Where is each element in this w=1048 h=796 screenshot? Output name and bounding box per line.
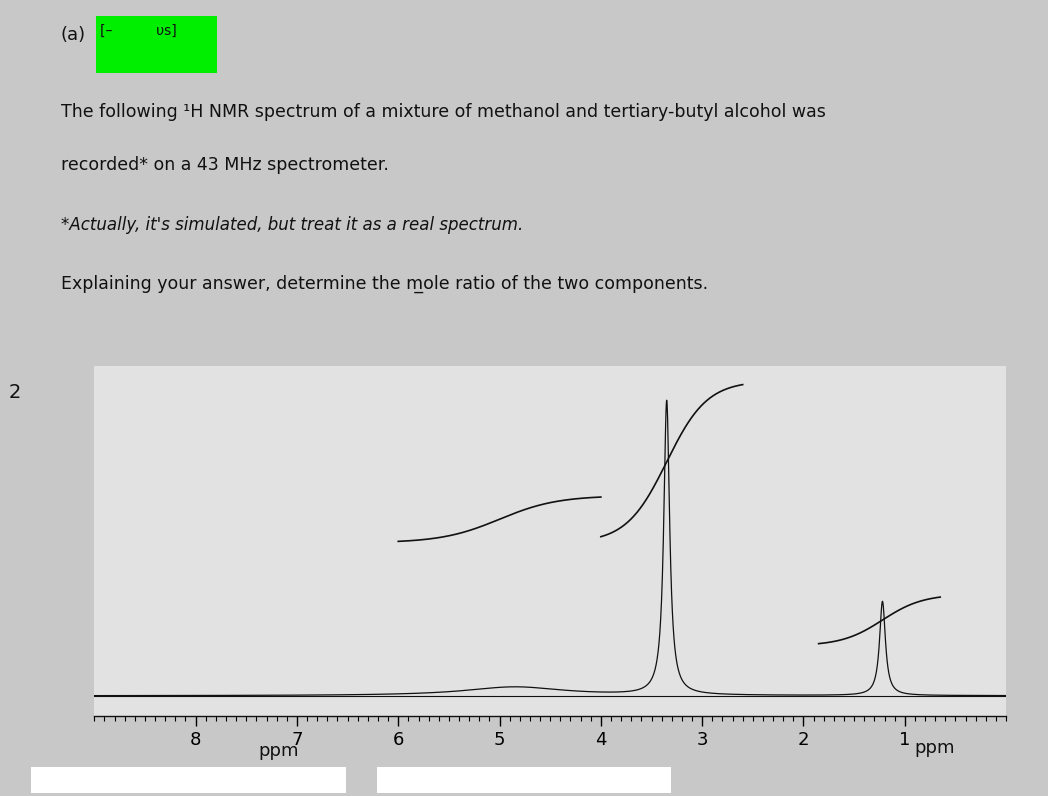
Text: Explaining your answer, determine the m̲ole ratio of the two components.: Explaining your answer, determine the m̲…	[61, 275, 707, 293]
Bar	[31, 767, 346, 794]
Text: recorded* on a 43 MHz spectrometer.: recorded* on a 43 MHz spectrometer.	[61, 155, 389, 174]
Text: ppm: ppm	[914, 739, 955, 757]
Text: 2: 2	[8, 383, 21, 402]
Text: [–          υs]: [– υs]	[100, 24, 176, 37]
Text: (a): (a)	[61, 25, 86, 44]
Text: *Actually, it's simulated, but treat it as a real spectrum.: *Actually, it's simulated, but treat it …	[61, 216, 523, 234]
Text: ppm: ppm	[259, 742, 299, 759]
FancyBboxPatch shape	[96, 17, 217, 73]
Bar	[377, 767, 671, 794]
Text: The following ¹H NMR spectrum of a mixture of methanol and tertiary-butyl alcoho: The following ¹H NMR spectrum of a mixtu…	[61, 103, 826, 120]
